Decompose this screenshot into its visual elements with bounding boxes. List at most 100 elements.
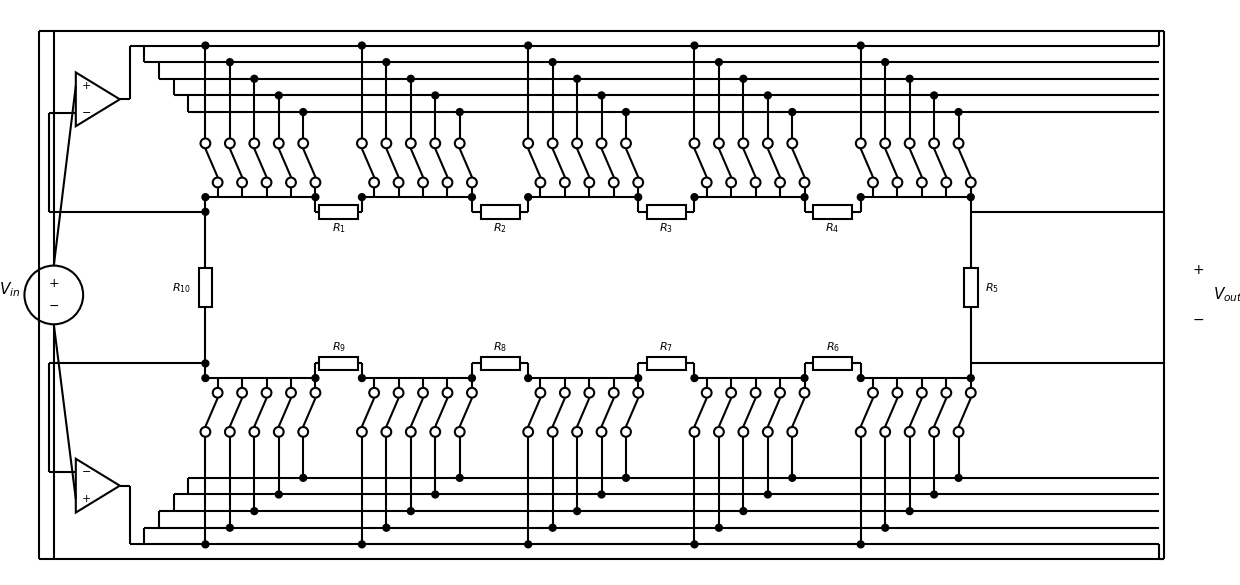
Circle shape [622,474,630,481]
Circle shape [715,524,723,531]
Circle shape [967,194,975,201]
Circle shape [300,474,306,481]
Text: $R_7$: $R_7$ [660,340,673,354]
Circle shape [691,42,698,49]
Circle shape [300,109,306,115]
Circle shape [202,541,208,548]
Text: +: + [1193,263,1204,277]
Circle shape [967,374,975,381]
Circle shape [574,75,580,82]
Circle shape [525,42,532,49]
Text: $V_{in}$: $V_{in}$ [0,281,21,300]
Circle shape [202,42,208,49]
Text: $R_2$: $R_2$ [494,222,507,235]
Circle shape [635,194,641,201]
Circle shape [202,208,208,215]
Circle shape [764,491,771,498]
Circle shape [408,508,414,515]
Circle shape [525,374,532,381]
Circle shape [906,75,913,82]
Text: −: − [82,108,91,118]
Circle shape [598,92,605,99]
Bar [198,268,212,307]
Bar [813,205,852,219]
Text: −: − [48,300,60,313]
Circle shape [358,42,366,49]
Circle shape [955,109,962,115]
Circle shape [549,58,556,66]
Text: +: + [82,494,91,504]
Circle shape [432,491,439,498]
Text: $R_3$: $R_3$ [660,222,673,235]
Text: −: − [82,467,91,477]
Circle shape [857,42,864,49]
Bar [813,357,852,370]
Text: $R_1$: $R_1$ [331,222,346,235]
Circle shape [202,360,208,367]
Circle shape [574,508,580,515]
Circle shape [312,194,319,201]
Circle shape [955,474,962,481]
Circle shape [931,92,937,99]
Circle shape [857,374,864,381]
Text: $R_8$: $R_8$ [494,340,507,354]
Circle shape [598,491,605,498]
Circle shape [227,524,233,531]
Circle shape [456,474,464,481]
Circle shape [250,508,258,515]
Circle shape [857,541,864,548]
Text: $R_{10}$: $R_{10}$ [171,281,191,294]
Bar [647,205,686,219]
Circle shape [691,374,698,381]
Circle shape [906,508,913,515]
Bar [319,205,358,219]
Text: $R_9$: $R_9$ [331,340,346,354]
Circle shape [715,58,723,66]
Circle shape [882,524,889,531]
Circle shape [882,58,889,66]
Circle shape [275,491,283,498]
Text: $R_6$: $R_6$ [826,340,839,354]
Circle shape [801,374,808,381]
Circle shape [408,75,414,82]
Text: −: − [1193,312,1204,326]
Circle shape [202,194,208,201]
Circle shape [789,109,796,115]
Text: +: + [82,81,91,91]
Circle shape [691,194,698,201]
Circle shape [764,92,771,99]
Circle shape [525,541,532,548]
Circle shape [358,541,366,548]
Bar [481,357,520,370]
Text: $R_5$: $R_5$ [986,281,999,294]
Circle shape [456,109,464,115]
Circle shape [469,194,475,201]
Circle shape [227,58,233,66]
Bar [963,268,977,307]
Circle shape [789,474,796,481]
Circle shape [801,194,808,201]
Circle shape [383,58,389,66]
Bar [647,357,686,370]
Text: +: + [48,277,60,290]
Circle shape [358,374,366,381]
Circle shape [740,508,746,515]
Circle shape [432,92,439,99]
Circle shape [383,524,389,531]
Bar [319,357,358,370]
Circle shape [469,374,475,381]
Circle shape [691,541,698,548]
Circle shape [549,524,556,531]
Circle shape [202,374,208,381]
Circle shape [635,374,641,381]
Circle shape [740,75,746,82]
Circle shape [312,374,319,381]
Text: $R_4$: $R_4$ [826,222,839,235]
Bar [481,205,520,219]
Circle shape [931,491,937,498]
Circle shape [275,92,283,99]
Circle shape [857,194,864,201]
Circle shape [358,194,366,201]
Circle shape [250,75,258,82]
Circle shape [622,109,630,115]
